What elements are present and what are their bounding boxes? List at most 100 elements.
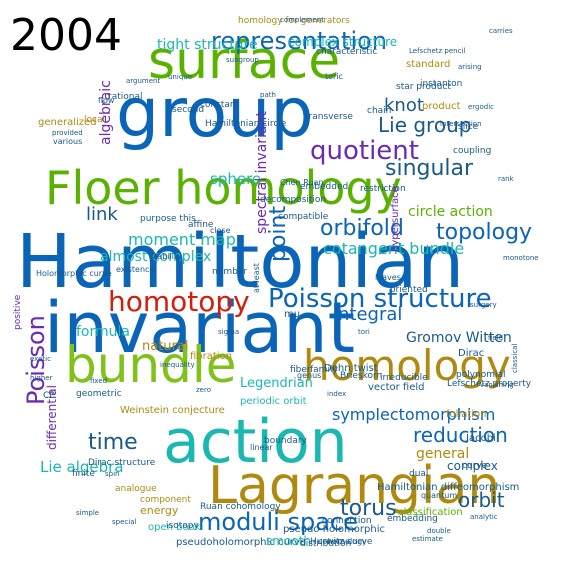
word-moduli-space: moduli space	[198, 508, 358, 536]
word-flow: flow	[98, 96, 115, 105]
word-rational: rational	[108, 92, 143, 102]
word-knot: knot	[384, 95, 424, 116]
word-special: special	[112, 518, 137, 526]
word-symplectomorphism: symplectomorphism	[332, 405, 496, 424]
word-time: time	[88, 430, 138, 455]
word-coupling: coupling	[453, 146, 492, 156]
word-pseudo-holomorphic: pseudo holomorphic	[283, 524, 385, 535]
word-homology-for-generators: homology for generators	[238, 16, 350, 26]
word-lie-algebra: Lie algebra	[40, 458, 124, 476]
word-lefschetz-property: Lefschetz property	[447, 379, 532, 389]
word-smooth: smooth	[266, 534, 311, 548]
word-purpose-this: purpose this	[140, 214, 196, 224]
word-linear: linear	[250, 443, 273, 452]
word-homology: homology	[303, 341, 511, 390]
word-exotic: exotic	[30, 355, 51, 363]
word-unique: unique	[168, 73, 193, 81]
word-hamiltonian-diffeomorphism: Hamiltonian diffeomorphism	[377, 482, 520, 493]
word-classical: classical	[511, 343, 519, 373]
word-formula: formula	[76, 324, 130, 340]
word-invariant: invariant	[44, 287, 356, 369]
word-hamiltonian: Hamiltonian	[16, 219, 465, 305]
word-complex-structure: complex structure	[288, 35, 398, 49]
word-poisson-structure: Poisson structure	[268, 284, 492, 314]
word-rank: rank	[498, 175, 514, 183]
word-distribution: distribution	[300, 539, 352, 549]
word-instanton: instanton	[420, 79, 463, 89]
word-link: link	[86, 204, 118, 225]
word-constant: constant	[200, 100, 240, 110]
word-argument: argument	[126, 77, 161, 85]
word-algebraic: algebraic	[98, 80, 114, 145]
word-zero: zero	[196, 386, 211, 394]
word-action: action	[163, 407, 348, 477]
word-ruan-cohomology: Ruan cohomology	[200, 502, 281, 512]
word-monotone: monotone	[503, 254, 539, 262]
word-almost-complex: almost complex	[100, 249, 212, 265]
word-hurwitz-curve: Hurwitz curve	[310, 537, 373, 547]
word-surgery: surgery	[470, 301, 497, 309]
word-energy: energy	[140, 504, 179, 517]
word-jacobi: Jacobi	[466, 433, 496, 444]
word-gromov-witten: Gromov Witten	[406, 330, 512, 346]
word-holomorphic-curve: Holomorphic curve	[36, 269, 112, 278]
word-positive: positive	[13, 294, 23, 330]
word-second: second	[172, 105, 205, 115]
word-inequality: inequality	[160, 361, 195, 369]
word-intersection: intersection	[440, 120, 482, 128]
word-cp: CP	[43, 391, 55, 401]
word-embedded: embedded	[300, 182, 349, 192]
word-representation: representation	[211, 27, 388, 55]
word-orbifold: orbifold	[320, 216, 404, 241]
word-product: product	[422, 101, 461, 112]
word-group: group	[116, 74, 314, 153]
year-label: 2004	[10, 10, 122, 61]
word-restriction: restriction	[360, 184, 406, 194]
word-oriented: oriented	[390, 285, 428, 295]
word-polynomial: polynomial	[456, 370, 506, 380]
word-analogue: analogue	[115, 484, 157, 494]
word-tight-structure: tight structure	[157, 37, 258, 53]
word-decomposition: decomposition	[260, 195, 327, 205]
word-homotopy: homotopy	[108, 285, 250, 318]
word-pseudoholomorphic-curve: pseudoholomorphic curve	[176, 537, 306, 548]
word-cotangent-bundle: cotangent bundle	[323, 239, 465, 258]
word-carries: carries	[489, 27, 513, 35]
word-fiber: fiber	[290, 365, 311, 375]
word-dirac: Dirac	[458, 348, 485, 359]
word-open-book: open book	[148, 522, 201, 533]
word-fixed: fixed	[90, 377, 108, 385]
word-sphere: sphere	[210, 170, 262, 188]
word-lagrangian: Lagrangian	[208, 456, 501, 516]
word-subgroup: subgroup	[226, 56, 259, 64]
word-vector-field: vector field	[368, 382, 425, 393]
word-field: field	[488, 334, 504, 342]
word-legendrian: Legendrian	[240, 376, 313, 391]
word-star-product: star product	[396, 82, 451, 92]
word-chen-ruan: Chen Ruan	[280, 178, 324, 187]
word-circle-action: circle action	[408, 204, 493, 220]
word-component: component	[140, 495, 191, 505]
word-genus: genus	[297, 371, 322, 380]
word-path: path	[260, 91, 276, 99]
word-reduction: reduction	[413, 423, 508, 447]
word-at-least: at least	[252, 263, 261, 293]
word-lefschetz-pencil: Lefschetz pencil	[409, 47, 466, 55]
word-toric: toric	[325, 72, 343, 81]
word-compatible: compatible	[278, 212, 329, 222]
word-affine: affine	[188, 220, 214, 230]
word-vanishing: vanishing	[480, 381, 514, 389]
word-ergodic: ergodic	[468, 103, 495, 111]
word-existence: existence	[116, 265, 155, 274]
word-estimate: estimate	[412, 535, 443, 543]
word-hypersurface: hypersurface	[390, 186, 401, 252]
word-geometric: geometric	[76, 389, 122, 399]
word-dehn-twist: Dehn twist	[324, 363, 378, 374]
word-number: number	[212, 267, 248, 277]
word-quantum: quantum	[421, 491, 458, 500]
word-local: local	[84, 115, 105, 125]
word-bundle: bundle	[65, 336, 237, 394]
word-spectral-invariant: spectral invariant	[254, 111, 270, 234]
word-double: double	[427, 527, 451, 535]
